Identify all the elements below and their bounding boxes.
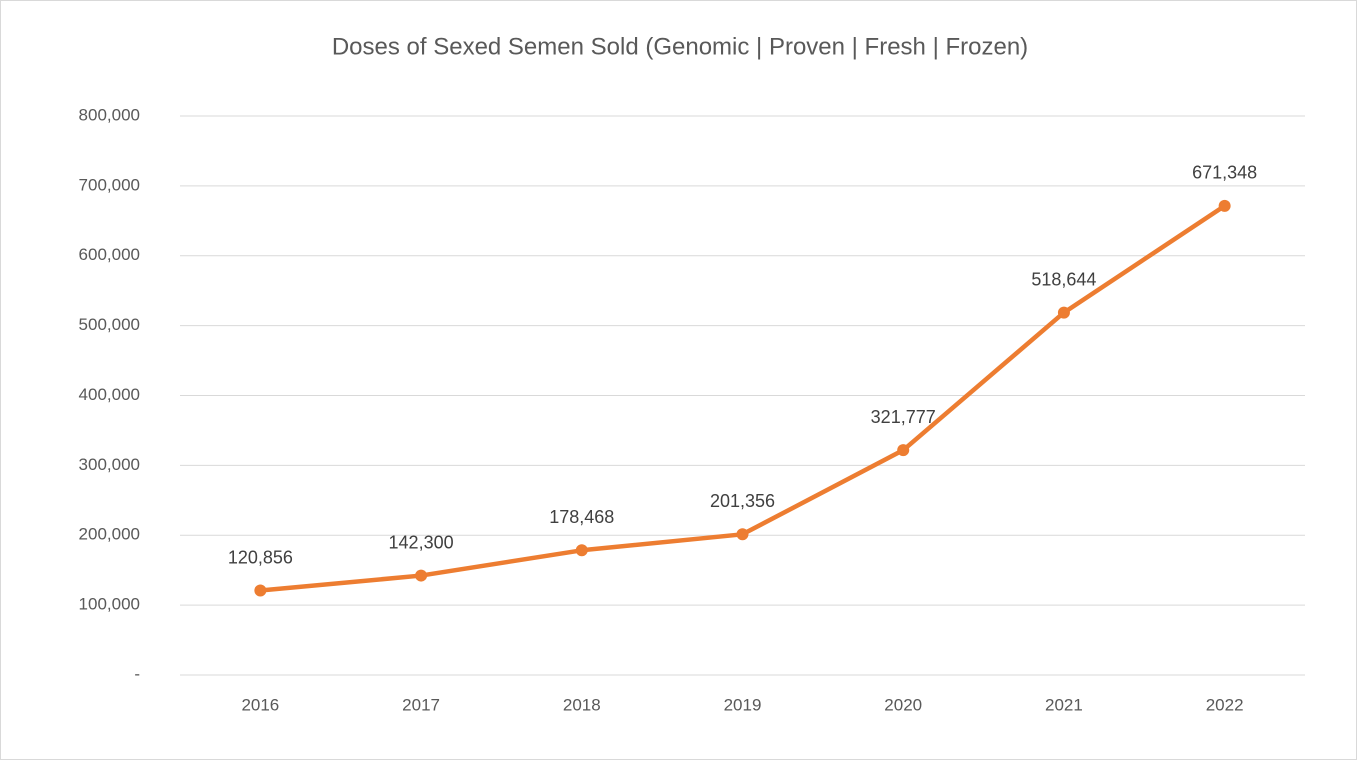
data-label: 120,856	[228, 547, 293, 567]
point	[1218, 199, 1231, 212]
x-tick-label: 2018	[563, 695, 601, 714]
x-tick-label: 2020	[884, 695, 922, 714]
data-label: 178,468	[549, 507, 614, 527]
point	[736, 528, 749, 541]
x-tick-label: 2016	[241, 695, 279, 714]
chart-title: Doses of Sexed Semen Sold (Genomic | Pro…	[332, 33, 1028, 60]
y-tick-label: 600,000	[79, 245, 140, 264]
point	[1057, 306, 1070, 319]
y-tick-label: 800,000	[79, 105, 140, 124]
x-tick-label: 2019	[724, 695, 762, 714]
data-label: 671,348	[1192, 163, 1257, 183]
x-tick-label: 2022	[1206, 695, 1244, 714]
x-tick-label: 2021	[1045, 695, 1083, 714]
point	[897, 444, 910, 457]
y-tick-label: -	[134, 664, 140, 683]
x-tick-label: 2017	[402, 695, 440, 714]
point	[254, 584, 267, 597]
data-label: 321,777	[871, 407, 936, 427]
y-tick-label: 700,000	[79, 175, 140, 194]
y-tick-label: 100,000	[79, 595, 140, 614]
point	[415, 569, 428, 582]
y-tick-label: 300,000	[79, 455, 140, 474]
y-tick-label: 200,000	[79, 525, 140, 544]
y-tick-label: 400,000	[79, 385, 140, 404]
data-label: 518,644	[1031, 269, 1096, 289]
data-label: 142,300	[389, 532, 454, 552]
data-label: 201,356	[710, 491, 775, 511]
point	[575, 544, 588, 557]
y-tick-label: 500,000	[79, 315, 140, 334]
